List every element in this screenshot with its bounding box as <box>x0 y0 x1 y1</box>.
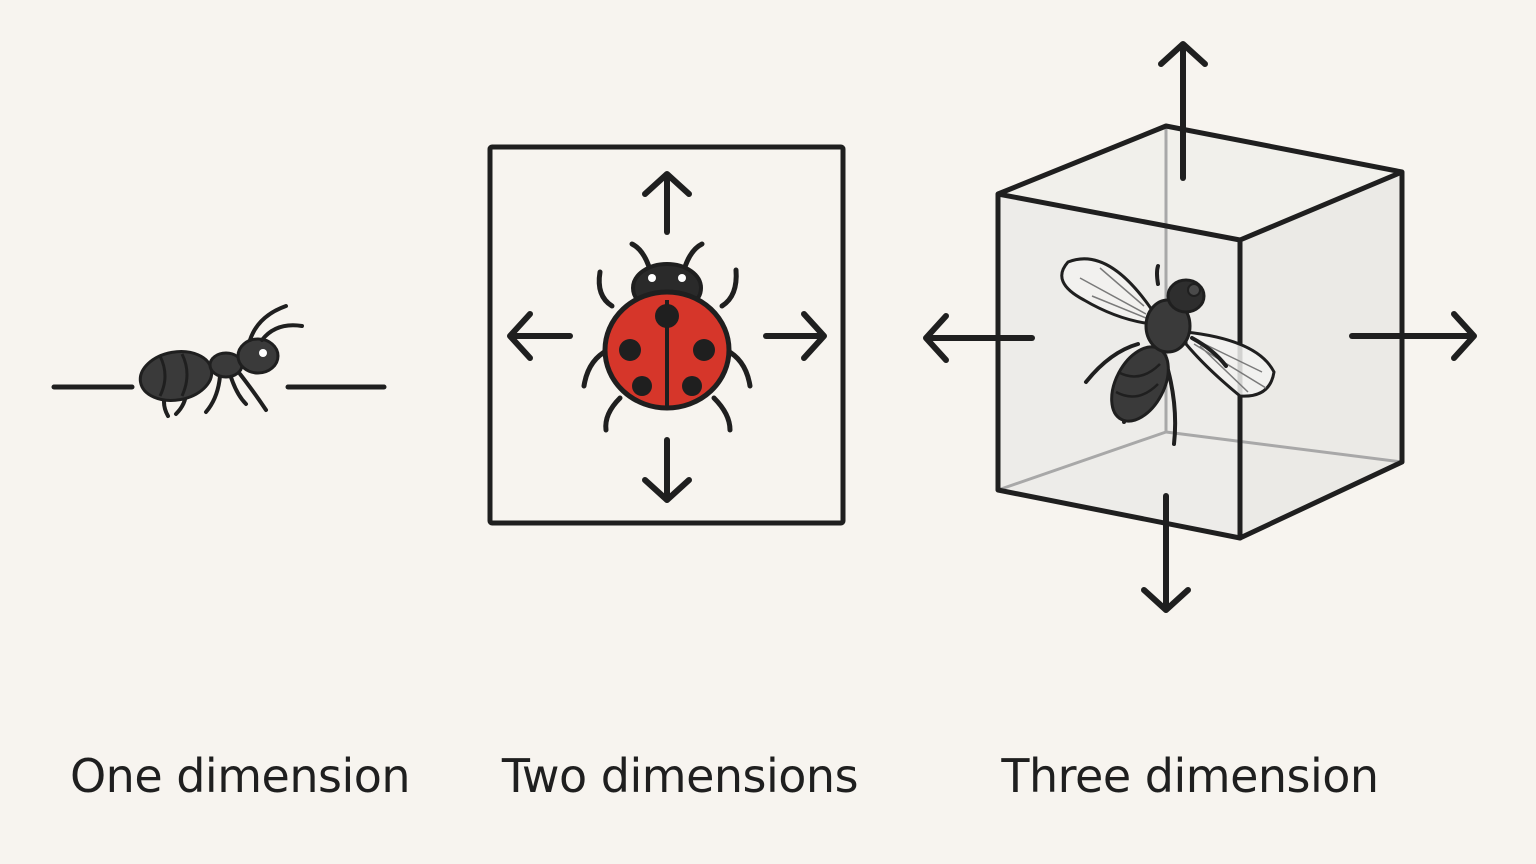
arrow-left-icon <box>926 316 1035 360</box>
arrow-right-icon <box>763 314 824 358</box>
ladybug-icon <box>581 241 753 433</box>
arrow-up-icon <box>1161 44 1205 181</box>
caption-two-dimensions: Two dimensions <box>501 749 859 803</box>
panel-three-dimension <box>926 44 1474 610</box>
cube-outline <box>995 123 1405 541</box>
caption-one-dimension: One dimension <box>69 749 411 803</box>
plane-square <box>487 144 846 526</box>
arrow-up-icon <box>645 174 689 235</box>
arrow-left-icon <box>510 314 573 358</box>
arrow-down-icon <box>1144 493 1188 610</box>
ant-icon <box>138 304 304 418</box>
arrow-right-icon <box>1349 314 1474 358</box>
panel-one-dimension <box>51 304 387 418</box>
fly-icon <box>1060 257 1276 446</box>
arrow-down-icon <box>645 437 689 500</box>
caption-three-dimension: Three dimension <box>1001 749 1379 803</box>
panel-two-dimensions <box>487 144 846 526</box>
